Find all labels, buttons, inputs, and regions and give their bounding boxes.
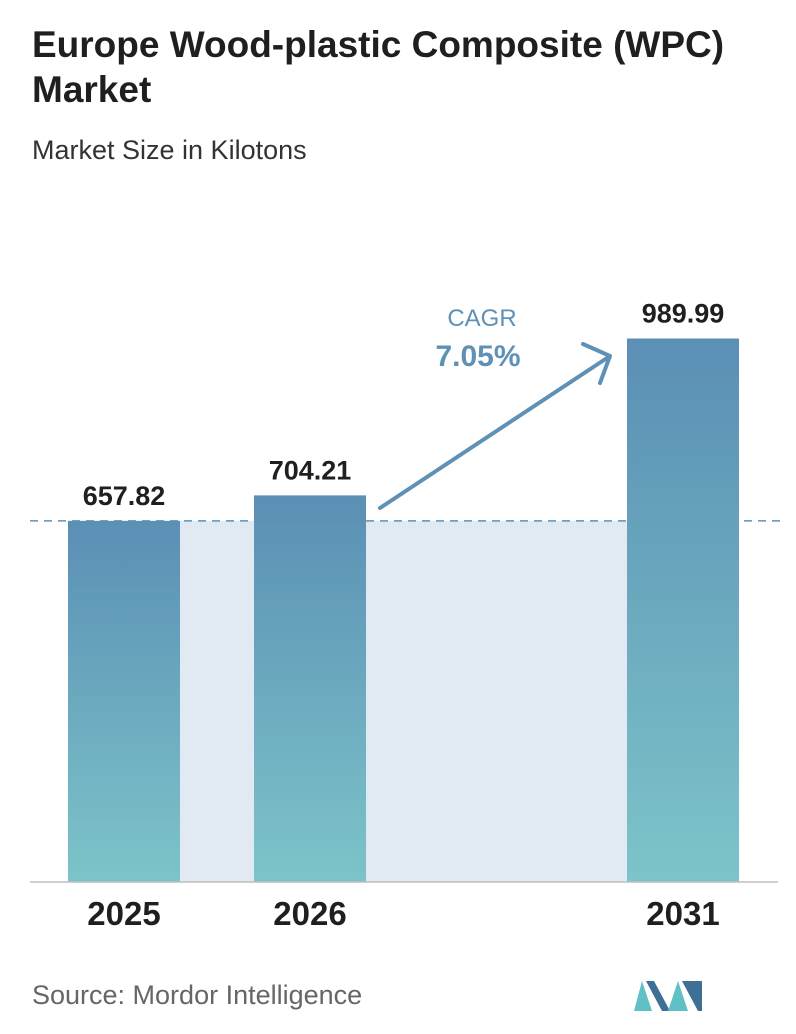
value-label-2025: 657.82: [83, 481, 166, 511]
mordor-intelligence-logo-icon: [632, 975, 704, 1015]
background-band: [180, 521, 254, 882]
value-label-2031: 989.99: [642, 298, 725, 328]
x-tick-label-2026: 2026: [273, 895, 346, 932]
value-label-2026: 704.21: [269, 455, 352, 485]
x-tick-label-2031: 2031: [646, 895, 719, 932]
cagr-label: CAGR: [447, 305, 516, 332]
background-bands: [180, 521, 627, 882]
x-tick-label-2025: 2025: [87, 895, 160, 932]
bar-2025: [68, 521, 180, 882]
cagr-value: 7.05%: [435, 340, 520, 373]
bar-2026: [254, 495, 366, 882]
bar-2031: [627, 338, 739, 882]
bar-chart: 657.82 2025 704.21 2026 989.99 2031 CAGR 7.05…: [0, 0, 796, 960]
cagr-annotation: CAGR 7.05%: [380, 305, 610, 508]
background-band: [366, 521, 627, 882]
source-note: Source: Mordor Intelligence: [32, 980, 362, 1011]
